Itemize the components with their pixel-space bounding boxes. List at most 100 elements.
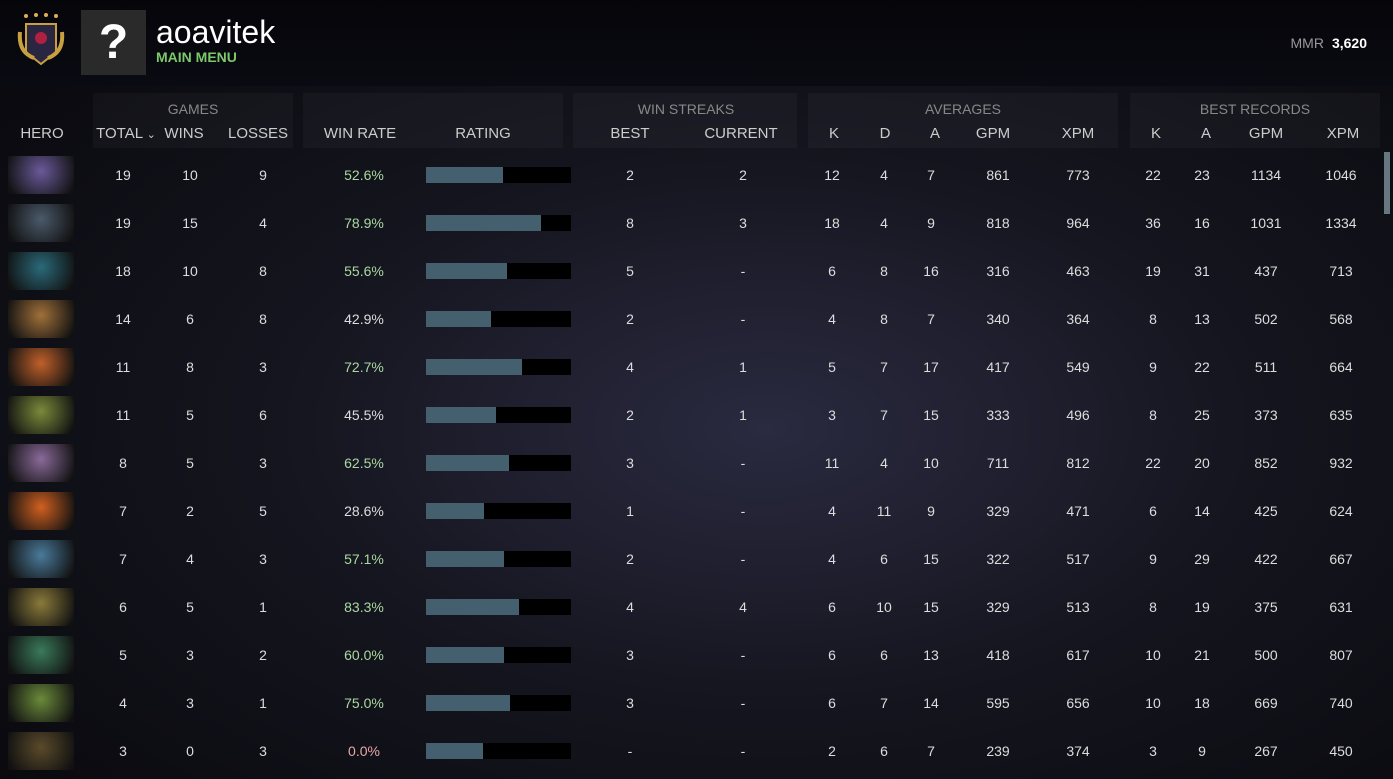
- cell-a: 17: [923, 359, 939, 375]
- cell-bgpm: 502: [1254, 311, 1278, 327]
- cell-xpm: 471: [1066, 503, 1090, 519]
- cell-k: 4: [828, 311, 836, 327]
- cell-k: 6: [828, 647, 836, 663]
- cell-bgpm: 373: [1254, 407, 1278, 423]
- group-games: GAMES: [167, 101, 219, 117]
- table-row[interactable]: 19 15 4 78.9% 8 3 18 4 9 818 964 36 16 1031 1334: [0, 199, 1380, 247]
- rating-bar: [426, 743, 571, 759]
- cell-xpm: 549: [1066, 359, 1090, 375]
- hero-portrait[interactable]: [8, 588, 74, 626]
- table-row[interactable]: 7 2 5 28.6% 1 - 4 11 9 329 471 6 14 425 624: [0, 487, 1380, 535]
- col-best-a[interactable]: A: [1200, 125, 1212, 142]
- col-losses[interactable]: LOSSES: [227, 125, 289, 142]
- cell-bgpm: 1134: [1250, 167, 1282, 183]
- hero-portrait[interactable]: [8, 444, 74, 482]
- cell-winrate: 55.6%: [344, 263, 384, 279]
- hero-portrait[interactable]: [8, 492, 74, 530]
- col-best-streak[interactable]: BEST: [610, 125, 650, 142]
- cell-current: 2: [739, 167, 747, 183]
- cell-wins: 10: [182, 167, 198, 183]
- col-avg-a[interactable]: A: [929, 125, 941, 142]
- cell-wins: 6: [186, 311, 194, 327]
- cell-ba: 20: [1194, 455, 1210, 471]
- cell-current: 4: [739, 599, 747, 615]
- cell-bgpm: 500: [1254, 647, 1278, 663]
- cell-losses: 5: [259, 503, 267, 519]
- cell-total: 19: [115, 167, 131, 183]
- cell-best: 8: [626, 215, 634, 231]
- cell-best: 2: [626, 167, 634, 183]
- table-row[interactable]: 6 5 1 83.3% 4 4 6 10 15 329 513 8 19 375 631: [0, 583, 1380, 631]
- col-total[interactable]: TOTAL ⌄: [96, 125, 156, 142]
- main-menu-link[interactable]: MAIN MENU: [156, 49, 237, 65]
- cell-bk: 8: [1149, 311, 1157, 327]
- table-row[interactable]: 8 5 3 62.5% 3 - 11 4 10 711 812 22 20 852 932: [0, 439, 1380, 487]
- cell-best: 3: [626, 647, 634, 663]
- hero-portrait[interactable]: [8, 348, 74, 386]
- col-avg-k[interactable]: K: [828, 125, 840, 142]
- cell-current: -: [740, 647, 746, 663]
- hero-portrait[interactable]: [8, 156, 74, 194]
- cell-total: 7: [119, 551, 127, 567]
- table-row[interactable]: 3 0 3 0.0% - -2 6 7 239 374 3 9 267 450: [0, 727, 1380, 775]
- col-avg-xpm[interactable]: XPM: [1061, 125, 1095, 142]
- hero-portrait[interactable]: [8, 540, 74, 578]
- rating-bar: [426, 455, 571, 471]
- rating-bar: [426, 263, 571, 279]
- cell-bk: 22: [1145, 455, 1161, 471]
- cell-d: 7: [880, 407, 888, 423]
- hero-portrait[interactable]: [8, 732, 74, 770]
- col-best-xpm[interactable]: XPM: [1326, 125, 1360, 142]
- cell-k: 3: [828, 407, 836, 423]
- cell-current: -: [740, 743, 746, 759]
- col-best-gpm[interactable]: GPM: [1248, 125, 1284, 142]
- cell-winrate: 72.7%: [344, 359, 384, 375]
- col-avg-gpm[interactable]: GPM: [975, 125, 1011, 142]
- table-row[interactable]: 11 5 6 45.5% 2 1 3 7 15 333 496 8 25 373 635: [0, 391, 1380, 439]
- rating-bar: [426, 167, 571, 183]
- hero-portrait[interactable]: [8, 396, 74, 434]
- cell-xpm: 463: [1066, 263, 1090, 279]
- hero-portrait[interactable]: [8, 684, 74, 722]
- cell-bk: 9: [1149, 359, 1157, 375]
- table-row[interactable]: 5 3 2 60.0% 3 - 6 6 13 418 617 10 21 500 807: [0, 631, 1380, 679]
- cell-bgpm: 852: [1254, 455, 1278, 471]
- col-hero[interactable]: HERO: [20, 125, 64, 142]
- rating-bar-fill: [426, 743, 483, 759]
- cell-gpm: 340: [986, 311, 1010, 327]
- col-best-k[interactable]: K: [1150, 125, 1162, 142]
- col-rating[interactable]: RATING: [455, 125, 511, 142]
- cell-bxpm: 635: [1329, 407, 1353, 423]
- cell-bk: 9: [1149, 551, 1157, 567]
- cell-ba: 25: [1194, 407, 1210, 423]
- col-wins[interactable]: WINS: [164, 125, 204, 142]
- cell-k: 11: [824, 455, 840, 471]
- rating-bar-fill: [426, 311, 492, 327]
- cell-gpm: 818: [986, 215, 1010, 231]
- col-current-streak[interactable]: CURRENT: [704, 125, 778, 142]
- cell-wins: 15: [182, 215, 198, 231]
- cell-xpm: 617: [1066, 647, 1090, 663]
- cell-total: 11: [115, 407, 131, 423]
- hero-portrait[interactable]: [8, 252, 74, 290]
- cell-a: 13: [923, 647, 939, 663]
- cell-a: 16: [923, 263, 939, 279]
- table-row[interactable]: 18 10 8 55.6% 5 - 6 8 16 316 463 19 31 437 713: [0, 247, 1380, 295]
- hero-portrait[interactable]: [8, 300, 74, 338]
- col-win-rate[interactable]: WIN RATE: [323, 125, 397, 142]
- cell-losses: 3: [259, 551, 267, 567]
- cell-wins: 10: [182, 263, 198, 279]
- hero-portrait[interactable]: [8, 636, 74, 674]
- avatar[interactable]: ?: [81, 10, 146, 75]
- col-avg-d[interactable]: D: [879, 125, 891, 142]
- table-row[interactable]: 4 3 1 75.0% 3 - 6 7 14 595 656 10 18 669 740: [0, 679, 1380, 727]
- cell-wins: 3: [186, 647, 194, 663]
- table-row[interactable]: 14 6 8 42.9% 2 - 4 8 7 340 364 8 13 502 568: [0, 295, 1380, 343]
- table-row[interactable]: 11 8 3 72.7% 4 1 5 7 17 417 549 9 22 511 664: [0, 343, 1380, 391]
- table-row[interactable]: 19 10 9 52.6% 2 2 12 4 7 861 773 22 23 1134 1046: [0, 151, 1380, 199]
- cell-bgpm: 422: [1254, 551, 1278, 567]
- group-averages: AVERAGES: [925, 101, 1001, 117]
- table-row[interactable]: 7 4 3 57.1% 2 - 4 6 15 322 517 9 29 422 667: [0, 535, 1380, 583]
- hero-portrait[interactable]: [8, 204, 74, 242]
- scrollbar[interactable]: [1384, 152, 1390, 214]
